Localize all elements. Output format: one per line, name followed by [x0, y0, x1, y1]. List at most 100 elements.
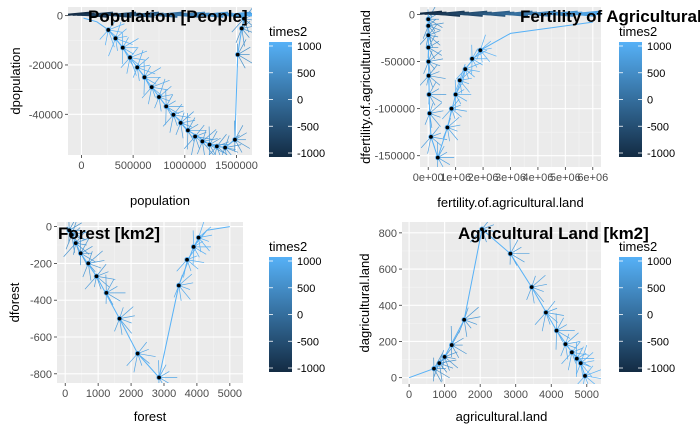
y-axis-label: dfertility.of.agricultural.land — [358, 10, 373, 164]
vector-arrow — [534, 312, 547, 325]
y-tick-label: 200 — [379, 336, 397, 348]
legend-label: 500 — [297, 68, 315, 80]
vector-arrow — [428, 75, 446, 79]
vector-arrow — [509, 235, 511, 254]
panel-title: Population [People] — [88, 7, 248, 26]
vector-arrow — [169, 114, 174, 133]
vector-arrow — [69, 229, 86, 240]
panel-title: Fertility of Agricultural land — [520, 7, 700, 26]
legend-label: 0 — [647, 310, 653, 322]
legend: times2 1000 500 0 -500 -1000 — [269, 239, 325, 375]
vector-arrow — [137, 353, 156, 357]
vector-arrow — [151, 86, 168, 91]
data-point — [436, 360, 443, 366]
vector-arrow — [144, 67, 162, 78]
data-point — [578, 360, 584, 366]
vector-arrow — [129, 57, 137, 76]
vector-arrow — [583, 375, 586, 384]
data-point — [199, 138, 206, 145]
vector-arrow — [531, 274, 546, 288]
y-tick-label: 0 — [57, 11, 63, 23]
legend-label: -1000 — [297, 363, 325, 375]
data-layer — [63, 222, 230, 383]
data-point — [461, 317, 467, 323]
data-point — [425, 58, 432, 65]
legend-title: times2 — [619, 239, 657, 254]
vector-arrow — [119, 318, 123, 335]
vector-arrow — [555, 313, 557, 331]
data-point — [469, 56, 475, 62]
data-point — [425, 16, 431, 22]
legend-colorbar — [619, 42, 642, 157]
data-point — [177, 120, 184, 126]
data-point — [176, 282, 182, 289]
x-tick-label: 4000 — [185, 388, 209, 400]
vector-arrow — [75, 242, 90, 255]
y-axis-label: dagricultural.land — [357, 253, 372, 352]
vector-arrow — [465, 62, 482, 70]
vector-arrow — [541, 312, 547, 332]
legend-label: -500 — [297, 121, 319, 133]
legend-label: -500 — [297, 336, 319, 348]
y-tick-label: 400 — [379, 300, 397, 312]
data-point — [462, 66, 468, 72]
legend-colorbar — [619, 257, 642, 372]
data-point — [425, 44, 432, 51]
vector-arrow — [75, 230, 87, 244]
x-tick-label: 0e+00 — [413, 172, 444, 184]
legend-label: -500 — [647, 121, 669, 133]
y-tick-label: -20000 — [29, 60, 63, 72]
data-point — [120, 45, 126, 51]
data-point — [66, 227, 72, 233]
x-axis-label: population — [130, 193, 190, 208]
vector-arrow — [165, 106, 167, 125]
data-point — [479, 226, 485, 232]
data-point — [529, 284, 535, 290]
x-tick-label: 5e+06 — [550, 172, 581, 184]
vector-arrow — [158, 360, 160, 378]
vector-arrow — [439, 359, 457, 364]
vector-arrow — [234, 125, 244, 140]
data-point — [103, 290, 110, 296]
vector-arrow — [420, 35, 429, 46]
legend: times2 1000 500 0 -500 -1000 — [619, 24, 675, 160]
vector-arrow — [80, 252, 96, 263]
vector-arrow — [241, 26, 252, 29]
x-tick-label: 1500000 — [215, 160, 258, 172]
vector-arrow — [87, 263, 92, 281]
data-layer — [68, 7, 252, 155]
vector-arrow — [151, 79, 170, 88]
legend-label: 500 — [297, 283, 315, 295]
data-point — [78, 250, 84, 256]
vector-arrow — [429, 102, 443, 114]
legend-label: 0 — [647, 95, 653, 107]
vector-arrow — [198, 222, 205, 238]
vector-arrow — [463, 306, 479, 321]
vector-arrow — [437, 157, 439, 167]
legend-label: 1000 — [297, 256, 321, 268]
vector-arrow — [208, 146, 218, 155]
x-tick-label: 6e+06 — [577, 172, 608, 184]
vector-arrow — [88, 250, 103, 264]
vector-arrow — [191, 136, 196, 155]
legend-label: -1000 — [297, 148, 325, 160]
plot-background — [68, 7, 252, 155]
y-tick-label: -100000 — [375, 104, 415, 116]
x-tick-label: 1000000 — [163, 160, 206, 172]
data-point — [543, 309, 549, 316]
data-point — [425, 23, 432, 29]
data-point — [170, 112, 177, 118]
vector-arrow — [107, 29, 115, 48]
x-tick-label: 2000 — [468, 389, 492, 401]
data-point — [195, 234, 202, 241]
y-tick-label: -800 — [30, 369, 52, 381]
legend-label: 500 — [647, 283, 665, 295]
vector-arrow — [105, 274, 107, 293]
vector-arrow — [198, 237, 210, 252]
x-tick-label: 0 — [78, 160, 84, 172]
data-point — [127, 54, 133, 61]
data-point — [239, 25, 245, 32]
vector-band — [247, 13, 252, 17]
